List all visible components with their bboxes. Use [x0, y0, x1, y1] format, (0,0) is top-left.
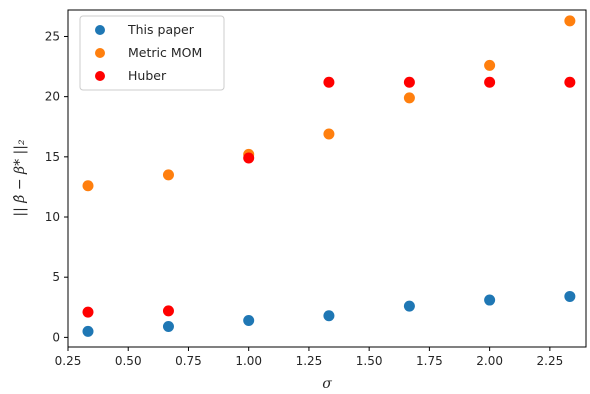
legend-label-huber: Huber: [128, 68, 167, 83]
legend: This paper Metric MOM Huber: [79, 15, 225, 91]
point-metric-mom: [82, 180, 94, 192]
legend-marker-metric-mom: [95, 48, 105, 58]
point-this-paper: [323, 310, 335, 322]
legend-marker-this-paper: [95, 25, 105, 35]
x-tick-label: 2.00: [476, 354, 503, 368]
point-metric-mom: [564, 15, 576, 27]
point-huber: [484, 76, 496, 88]
point-metric-mom: [484, 59, 496, 71]
legend-label-metric-mom: Metric MOM: [128, 45, 202, 60]
point-this-paper: [162, 321, 174, 333]
point-metric-mom: [403, 92, 415, 104]
point-this-paper: [484, 294, 496, 306]
point-huber: [403, 76, 415, 88]
legend-marker-huber: [95, 71, 105, 81]
y-tick-label: 10: [45, 210, 60, 224]
x-axis-label: σ: [322, 376, 332, 392]
x-tick-label: 1.75: [416, 354, 443, 368]
y-axis-ticks: 0 5 10 15 20 25: [45, 29, 68, 344]
point-this-paper: [243, 315, 255, 327]
y-tick-label: 15: [45, 150, 60, 164]
y-tick-label: 25: [45, 29, 60, 43]
x-tick-label: 1.00: [235, 354, 262, 368]
x-tick-label: 1.25: [296, 354, 323, 368]
point-this-paper: [403, 300, 415, 312]
y-tick-label: 20: [45, 90, 60, 104]
legend-label-this-paper: This paper: [127, 22, 195, 37]
point-huber: [323, 76, 335, 88]
point-huber: [162, 305, 174, 317]
x-axis-ticks: 0.25 0.50 0.75 1.00 1.25 1.50 1.75 2.00 2.25: [55, 347, 564, 368]
point-this-paper: [564, 290, 576, 302]
data-points: [82, 15, 576, 337]
y-tick-label: 0: [52, 330, 60, 344]
x-tick-label: 2.25: [537, 354, 564, 368]
x-tick-label: 0.50: [115, 354, 142, 368]
point-metric-mom: [323, 128, 335, 140]
point-huber: [564, 76, 576, 88]
x-tick-label: 0.25: [55, 354, 82, 368]
x-tick-label: 0.75: [175, 354, 202, 368]
point-this-paper: [82, 325, 94, 337]
point-metric-mom: [162, 169, 174, 181]
y-tick-label: 5: [52, 270, 60, 284]
y-axis-label: || β̂ − β* ||₂: [12, 139, 28, 217]
legend-box: [79, 15, 225, 91]
x-tick-label: 1.50: [356, 354, 383, 368]
point-huber: [82, 306, 94, 318]
point-huber: [243, 152, 255, 164]
